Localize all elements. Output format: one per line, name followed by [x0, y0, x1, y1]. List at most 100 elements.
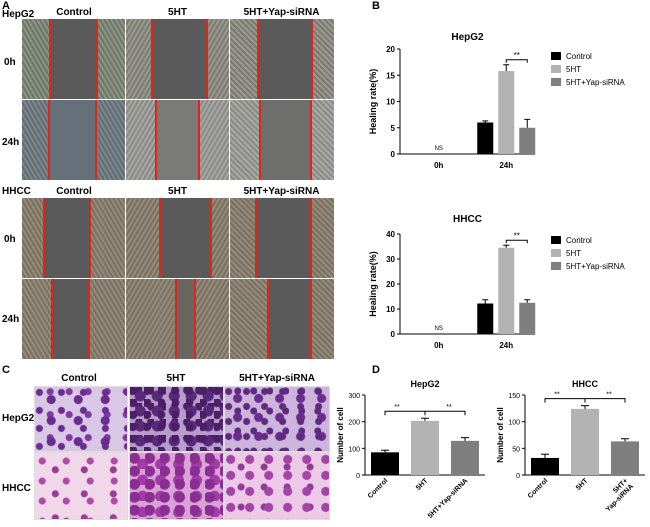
chart-healing-hhcc-ytick-label-2: 20 [386, 280, 395, 289]
chart-cells-hhcc-title: HHCC [572, 379, 598, 389]
wound-hepg2-row-24h: 24h [2, 137, 20, 148]
chart-healing-hhcc-ytick-label-4: 40 [386, 230, 395, 239]
wound-col-5ht: 5HT [168, 7, 187, 18]
chart-healing-hepg2-xtick-label-1: 24h [499, 161, 513, 170]
chart-healing-hhcc-legend-label-0: Control [566, 236, 592, 245]
chart-cells-hhcc-ytick-label-3: 150 [508, 393, 520, 400]
transwell-row-hepg2: HepG2 [2, 413, 35, 424]
chart-cells-hepg2-bar-0 [371, 452, 399, 475]
chart-healing-hhcc-legend-swatch-1 [551, 249, 561, 257]
wound-hhcc-row-24h: 24h [2, 314, 20, 325]
wound-image-hepg2-0h-control [22, 19, 125, 99]
chart-healing-hepg2-legend-swatch-0 [551, 52, 561, 60]
chart-healing-hepg2-ylabel: Healing rate(%) [368, 69, 378, 135]
chart-cells-hepg2-xtick-label-2: 5HT+Yap-siRNA [427, 477, 470, 520]
wound-image-hhcc-0h-control [22, 198, 125, 278]
chart-cells-hepg2-ytick-label-2: 200 [348, 420, 360, 427]
chart-cells-hepg2-ytick-label-1: 100 [348, 446, 360, 453]
chart-cells-hepg2-sig-bracket-2 [425, 410, 466, 416]
transwell-image-hepg2-control [34, 386, 128, 452]
chart-healing-hepg2-title: HepG2 [451, 32, 484, 43]
chart-healing-hhcc-ytick-label-3: 30 [386, 255, 395, 264]
wound-image-hepg2-24h-yap [230, 100, 334, 180]
wound-image-hhcc-0h-5ht [126, 198, 229, 278]
chart-cells-hhcc-xtick-label-0: Control [527, 477, 550, 500]
wound-image-hhcc-24h-yap [230, 279, 334, 359]
chart-healing-hhcc-ytick-label-0: 0 [391, 330, 396, 339]
panel-letter-d: D [372, 364, 380, 376]
chart-cells-hepg2-xtick-label-1: 5HT [415, 477, 430, 492]
chart-healing-hepg2-legend-swatch-2 [551, 78, 561, 86]
chart-cells-hhcc-ytick-label-0: 0 [516, 473, 520, 480]
chart-cells-hhcc-bar-0 [531, 457, 559, 475]
chart-healing-hhcc-legend-swatch-2 [551, 262, 561, 270]
chart-healing-hhcc-ylabel: Healing rate(%) [368, 251, 378, 317]
wound-hepg2-row-0h: 0h [4, 57, 16, 68]
chart-cells-hepg2-ytick-label-3: 300 [348, 393, 360, 400]
transwell-col-control: Control [61, 373, 97, 384]
chart-healing-hepg2-legend-label-0: Control [566, 52, 592, 61]
chart-healing-hhcc-ns-label: NS [435, 326, 443, 332]
chart-cells-hhcc-ylabel: Number of cell [496, 407, 505, 463]
chart-cells-hhcc-bar-1 [571, 408, 599, 475]
panel-letter-a: A [2, 0, 10, 12]
wound-hepg2-label: HepG2 [2, 9, 35, 20]
chart-healing-hepg2-sig-label: ** [514, 51, 520, 60]
wound-hhcc-label: HHCC [2, 186, 31, 197]
chart-healing-hhcc-bar-2-1 [519, 302, 536, 334]
chart-healing-hhcc-sig-bracket [505, 239, 528, 244]
chart-cells-hepg2-xtick-label-0: Control [367, 477, 390, 500]
chart-cells-hhcc-sig-bracket-1 [544, 398, 585, 403]
chart-cells-hepg2-ylabel: Number of cell [336, 407, 345, 463]
chart-healing-hhcc-legend-label-2: 5HT+Yap-siRNA [566, 262, 625, 271]
chart-cells-hhcc-ytick-label-2: 100 [508, 420, 520, 427]
chart-healing-hepg2-ytick-label-1: 5 [391, 124, 396, 133]
chart-healing-hepg2-legend-label-2: 5HT+Yap-siRNA [566, 78, 625, 87]
chart-cells-hhcc-sig-bracket-2 [585, 398, 626, 403]
panel-letter-b: B [372, 0, 380, 12]
wound-image-hhcc-0h-yap [230, 198, 334, 278]
wound-image-hhcc-24h-5ht [126, 279, 229, 359]
chart-cells-hepg2-bar-1 [411, 420, 439, 475]
chart-cells-hhcc-sig-label-1: ** [554, 392, 560, 399]
wound-image-hepg2-24h-5ht [126, 100, 229, 180]
chart-cells-hhcc-bar-2 [611, 441, 639, 475]
chart-healing-hepg2-bar-1-1 [498, 71, 515, 154]
transwell-col-yap: 5HT+Yap-siRNA [239, 373, 315, 384]
wound-hhcc-row-0h: 0h [4, 234, 16, 245]
chart-healing-hepg2-bar-0-1 [477, 122, 494, 154]
chart-healing-hhcc-legend-swatch-0 [551, 236, 561, 244]
chart-healing-hepg2-legend-label-1: 5HT [566, 65, 581, 74]
chart-healing-hhcc-sig-label: ** [514, 231, 520, 240]
chart-healing-hhcc-xtick-label-1: 24h [499, 341, 513, 350]
chart-healing-hhcc-ytick-label-1: 10 [386, 305, 395, 314]
wound-image-hepg2-24h-control [22, 100, 125, 180]
transwell-col-5ht: 5HT [166, 373, 186, 384]
chart-cells-hepg2-title: HepG2 [410, 379, 439, 389]
wound-image-hepg2-0h-5ht [126, 19, 229, 99]
chart-cells-hepg2-bar-2 [451, 440, 479, 475]
chart-healing-hepg2-ytick-label-0: 0 [391, 150, 396, 159]
chart-cells-hepg2-sig-label-1: ** [394, 404, 400, 411]
chart-cells-hhcc-ytick-label-1: 50 [512, 446, 520, 453]
transwell-image-hhcc-control [34, 452, 128, 520]
wound-image-hepg2-0h-yap [230, 19, 334, 99]
chart-healing-hhcc-legend-label-1: 5HT [566, 249, 581, 258]
transwell-image-hepg2-yap [224, 386, 330, 452]
chart-cells-hhcc-sig-label-2: ** [606, 392, 612, 399]
wound-hhcc-col-control: Control [56, 186, 92, 197]
transwell-image-hepg2-5ht [129, 386, 224, 452]
chart-healing-hepg2-ns-label: NS [435, 146, 443, 152]
transwell-image-hhcc-yap [224, 452, 330, 520]
transwell-row-hhcc: HHCC [2, 483, 31, 494]
chart-healing-hhcc-xtick-label-0: 0h [434, 341, 443, 350]
chart-cells-hepg2-sig-bracket-1 [384, 410, 425, 416]
chart-healing-hepg2-bar-2-1 [519, 127, 536, 154]
chart-healing-hepg2-legend-swatch-1 [551, 65, 561, 73]
chart-healing-hepg2-ytick-label-2: 10 [386, 98, 395, 107]
chart-healing-hhcc-bar-1-1 [498, 247, 515, 334]
wound-hhcc-col-5ht: 5HT [168, 186, 187, 197]
chart-healing-hhcc-title: HHCC [453, 214, 482, 225]
wound-image-hhcc-24h-control [22, 279, 125, 359]
